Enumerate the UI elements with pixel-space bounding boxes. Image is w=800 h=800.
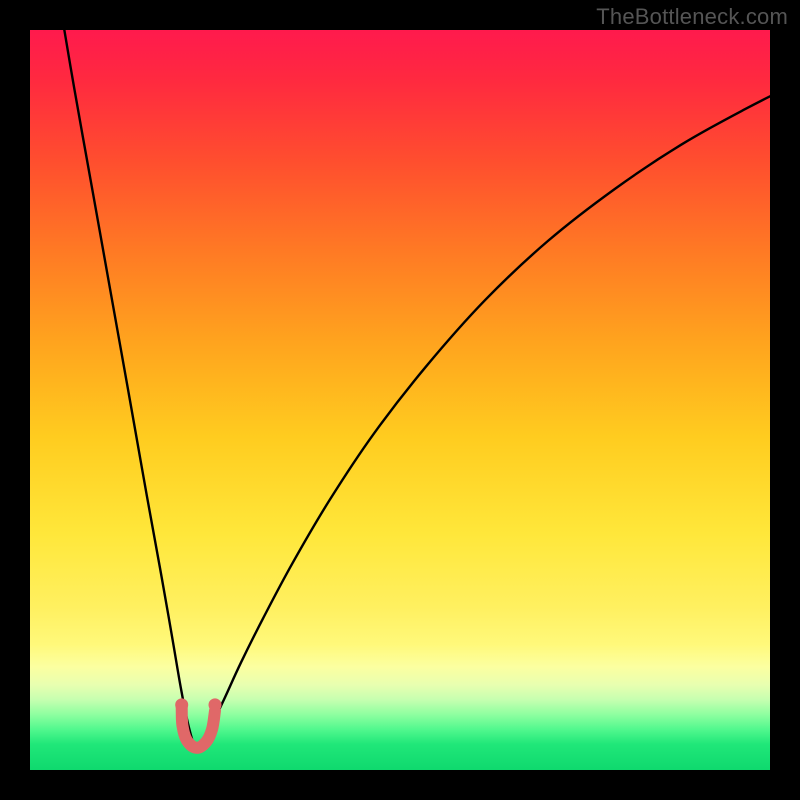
plot-area	[30, 30, 770, 770]
curve-layer	[30, 30, 770, 770]
curve-right-branch	[197, 78, 771, 750]
bottom-u-dot-1	[209, 698, 222, 711]
bottom-u-dot-0	[175, 698, 188, 711]
bottom-u-path	[182, 707, 215, 748]
watermark-text: TheBottleneck.com	[596, 4, 788, 30]
curve-left-branch	[58, 30, 196, 750]
